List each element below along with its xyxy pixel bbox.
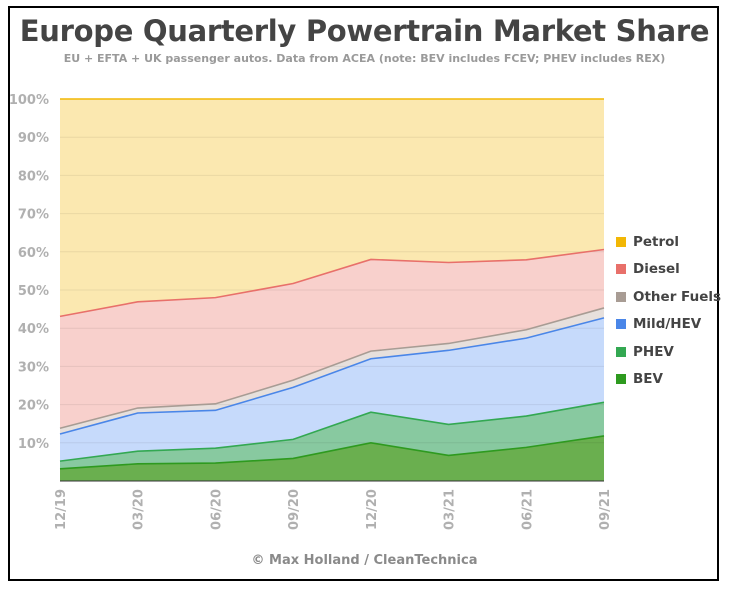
legend-swatch xyxy=(616,346,626,357)
legend-item: Diesel xyxy=(616,256,721,284)
legend-label: Petrol xyxy=(633,233,680,250)
y-tick-label: 50% xyxy=(18,284,49,299)
legend-label: BEV xyxy=(633,371,663,388)
line-bev xyxy=(59,435,605,470)
line-other-fuels xyxy=(59,307,605,430)
legend-label: PHEV xyxy=(633,343,674,360)
legend-swatch xyxy=(616,319,626,330)
x-tick-label: 12/19 xyxy=(54,489,69,530)
legend-item: Mild/HEV xyxy=(616,311,721,339)
area-petrol xyxy=(60,99,604,317)
legend-swatch xyxy=(616,291,626,302)
x-tick-label: 09/20 xyxy=(287,489,302,530)
line-phev xyxy=(59,401,605,462)
y-tick-label: 60% xyxy=(18,246,49,261)
legend-item: BEV xyxy=(616,366,721,394)
legend-item: PHEV xyxy=(616,338,721,366)
y-tick-label: 80% xyxy=(18,169,49,184)
x-tick-label: 03/20 xyxy=(132,489,147,530)
area-other-fuels xyxy=(60,307,604,435)
y-tick-label: 100% xyxy=(9,93,49,108)
y-tick-label: 20% xyxy=(18,399,49,414)
y-tick-label: 10% xyxy=(18,437,49,452)
area-diesel xyxy=(60,249,604,429)
area-mild-hev xyxy=(60,317,604,462)
chart-subtitle: EU + EFTA + UK passenger autos. Data fro… xyxy=(63,52,666,65)
legend-swatch xyxy=(616,374,626,385)
legend-swatch xyxy=(616,236,626,247)
x-tick-label: 06/21 xyxy=(520,489,535,530)
x-tick-label: 09/21 xyxy=(598,489,613,530)
area-bev xyxy=(60,435,604,481)
x-tick-label: 12/20 xyxy=(365,489,380,530)
y-tick-label: 30% xyxy=(18,360,49,375)
x-tick-label: 03/21 xyxy=(443,489,458,530)
legend-swatch xyxy=(616,264,626,275)
x-tick-label: 06/20 xyxy=(209,489,224,530)
chart-title: Europe Quarterly Powertrain Market Share xyxy=(19,14,710,48)
y-tick-label: 40% xyxy=(18,322,49,337)
legend-label: Diesel xyxy=(633,261,680,278)
legend-label: Mild/HEV xyxy=(633,316,702,333)
area-phev xyxy=(60,402,604,469)
y-tick-label: 90% xyxy=(18,131,49,146)
y-tick-label: 70% xyxy=(18,208,49,223)
line-diesel xyxy=(59,248,605,318)
legend-label: Other Fuels xyxy=(633,288,722,305)
legend-item: Other Fuels xyxy=(616,283,721,311)
chart-legend: Petrol Diesel Other Fuels Mild/HEV PHEV BEV xyxy=(616,228,721,393)
line-mild-hev xyxy=(59,317,605,435)
chart-source: © Max Holland / CleanTechnica xyxy=(251,553,478,568)
legend-item: Petrol xyxy=(616,228,721,256)
